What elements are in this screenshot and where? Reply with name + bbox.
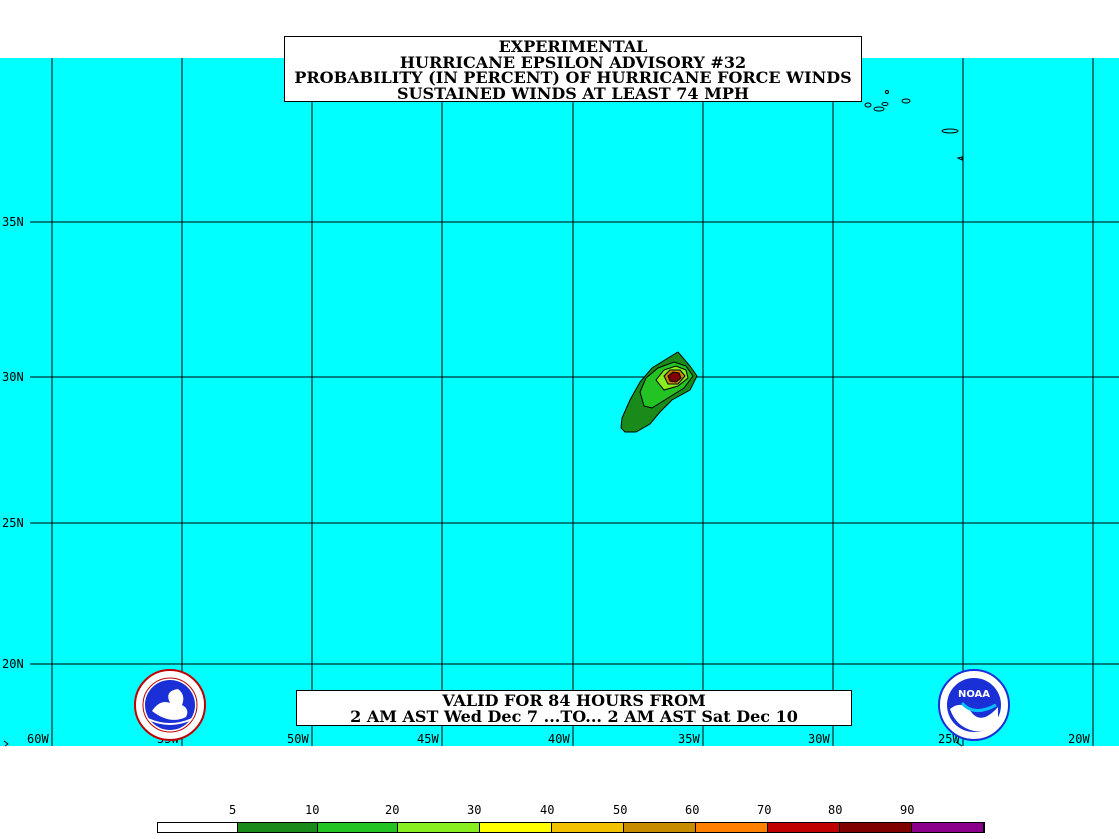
lon-label-40w: 40W (548, 732, 570, 746)
legend-swatch (840, 823, 912, 832)
legend-swatch (238, 823, 318, 832)
valid-line-2: 2 AM AST Wed Dec 7 ...TO... 2 AM AST Sat… (350, 706, 798, 726)
title-line-1: EXPERIMENTAL (498, 37, 648, 56)
legend-label-10: 10 (305, 803, 320, 817)
title-line-2: HURRICANE EPSILON ADVISORY #32 (399, 52, 747, 72)
lat-label-20n: 20N (2, 657, 24, 671)
longitude-gridlines (51, 58, 1094, 746)
lon-label-25w: 25W (938, 732, 960, 746)
legend-swatch (480, 823, 552, 832)
lat-label-35n: 35N (2, 215, 24, 229)
legend-label-20: 20 (385, 803, 400, 817)
title-line-4: SUSTAINED WINDS AT LEAST 74 MPH (397, 83, 749, 103)
legend-swatch (158, 823, 238, 832)
nws-logo (134, 669, 206, 741)
legend-label-70: 70 (757, 803, 772, 817)
probability-contours (620, 351, 698, 433)
lat-label-30n: 30N (2, 370, 24, 384)
legend-swatch (398, 823, 480, 832)
contour-50-70 (667, 371, 682, 383)
legend-label-60: 60 (685, 803, 700, 817)
lat-label-25n: 25N (2, 516, 24, 530)
lon-label-30w: 30W (808, 732, 830, 746)
ocean-area (0, 58, 1119, 746)
coast-fragment (3, 740, 9, 747)
legend-swatch (318, 823, 398, 832)
lon-label-45w: 45W (417, 732, 439, 746)
legend-swatch (912, 823, 984, 832)
noaa-logo: NOAA (938, 669, 1010, 741)
legend-label-40: 40 (540, 803, 555, 817)
azores-islands (864, 90, 963, 161)
valid-period-box: VALID FOR 84 HOURS FROM 2 AM AST Wed Dec… (296, 690, 852, 726)
legend-label-90: 90 (900, 803, 915, 817)
coast-fragment (955, 741, 963, 747)
legend-color-bar (157, 822, 985, 833)
legend-swatch (552, 823, 624, 832)
valid-line-1: VALID FOR 84 HOURS FROM (442, 691, 706, 710)
legend-swatch (768, 823, 840, 832)
legend-label-80: 80 (828, 803, 843, 817)
svg-text:NOAA: NOAA (958, 689, 990, 700)
map-title-box: EXPERIMENTAL HURRICANE EPSILON ADVISORY … (284, 36, 862, 102)
lon-label-50w: 50W (287, 732, 309, 746)
legend-label-30: 30 (467, 803, 482, 817)
title-line-3: PROBABILITY (IN PERCENT) OF HURRICANE FO… (294, 68, 852, 87)
lon-label-20w: 20W (1068, 732, 1090, 746)
legend-label-5: 5 (229, 803, 237, 817)
legend-swatch (696, 823, 768, 832)
legend-swatch (624, 823, 696, 832)
lon-label-60w: 60W (27, 732, 49, 746)
latitude-gridlines (30, 221, 1119, 665)
lon-label-35w: 35W (678, 732, 700, 746)
legend-label-50: 50 (613, 803, 628, 817)
